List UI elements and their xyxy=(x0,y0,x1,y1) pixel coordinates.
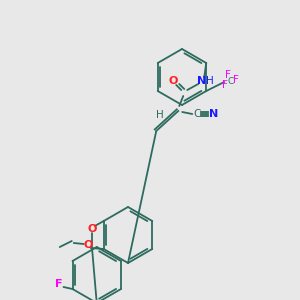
Text: C: C xyxy=(194,109,201,119)
Text: F: F xyxy=(225,70,231,80)
Text: H: H xyxy=(206,76,214,86)
Text: C: C xyxy=(227,76,233,85)
Text: O: O xyxy=(87,224,96,234)
Text: N: N xyxy=(208,109,218,119)
Text: F: F xyxy=(222,80,228,90)
Text: O: O xyxy=(83,240,92,250)
Text: H: H xyxy=(156,110,164,120)
Text: F: F xyxy=(233,75,239,85)
Text: O: O xyxy=(169,76,178,86)
Text: F: F xyxy=(55,279,62,289)
Text: N: N xyxy=(196,76,206,86)
